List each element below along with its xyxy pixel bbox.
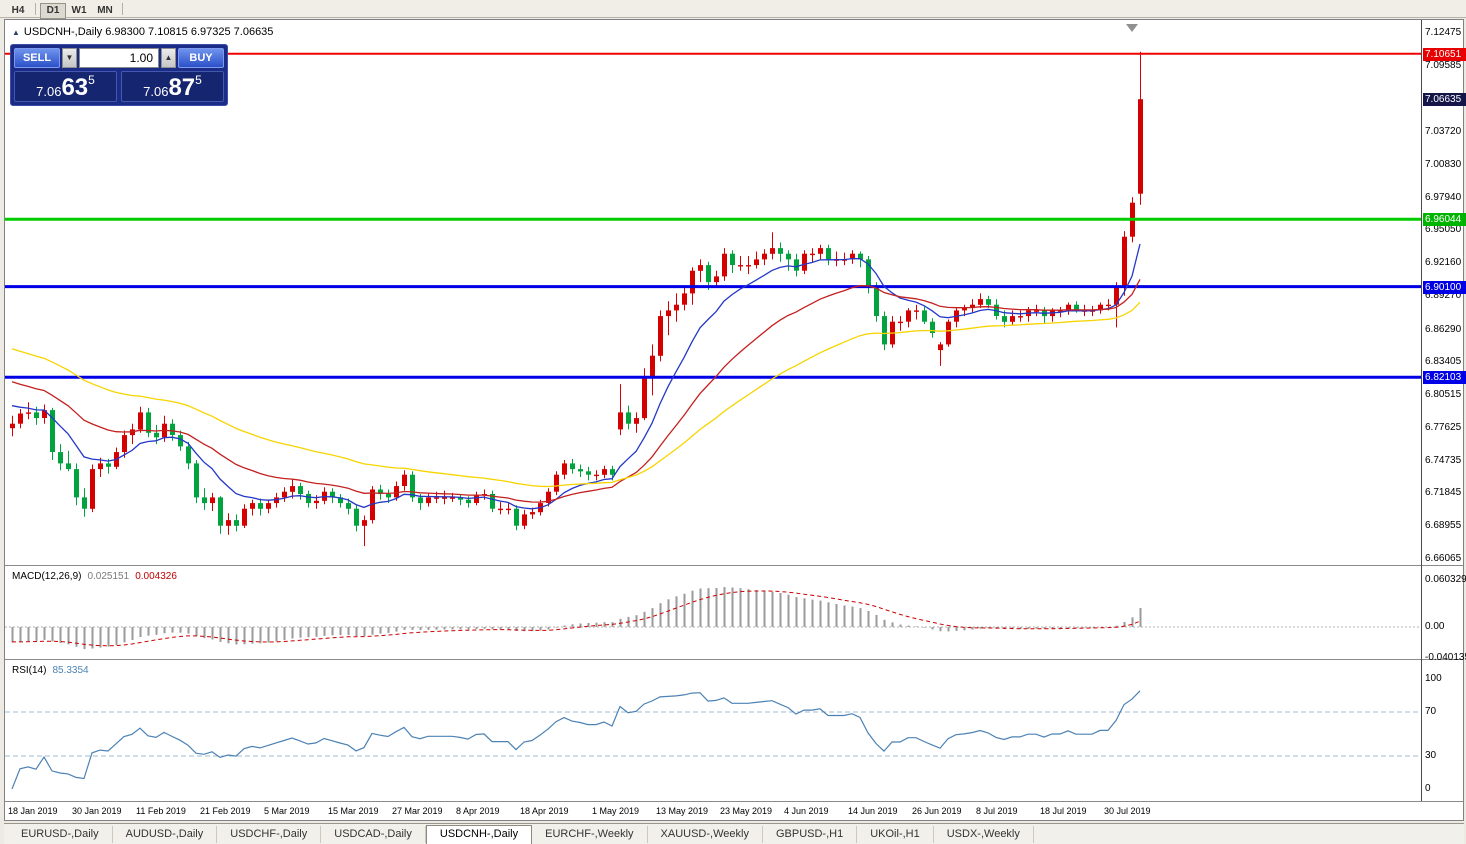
rsi-value: 85.3354 — [52, 665, 89, 676]
axis-tick-label: 6.86290 — [1425, 323, 1462, 335]
axis-tick-label: 70 — [1425, 706, 1437, 717]
axis-tick-label: 7.09585 — [1425, 59, 1462, 71]
volume-increase-icon[interactable]: ▲ — [161, 48, 176, 68]
chart-tab-audusd-daily[interactable]: AUDUSD-,Daily — [113, 826, 218, 843]
axis-tick-label: 6.68955 — [1425, 520, 1462, 532]
axis-tick-label: 30 — [1425, 750, 1437, 761]
date-tick-label: 4 Jun 2019 — [784, 806, 829, 816]
price-badge: 7.06635 — [1423, 93, 1466, 107]
date-tick-label: 14 Jun 2019 — [848, 806, 898, 816]
sell-price-prefix: 7.06 — [36, 84, 62, 99]
price-badge: 6.82103 — [1423, 371, 1466, 385]
chart-tab-usdcnh-daily[interactable]: USDCNH-,Daily — [425, 825, 533, 844]
macd-panel-canvas[interactable] — [5, 567, 1421, 659]
macd-signal-value: 0.004326 — [135, 571, 177, 582]
axis-tick-label: 6.71845 — [1425, 487, 1462, 499]
date-tick-label: 1 May 2019 — [592, 806, 640, 816]
date-tick-label: 21 Feb 2019 — [200, 806, 251, 816]
date-tick-label: 18 Jan 2019 — [8, 806, 58, 816]
price-axis[interactable]: 7.12475 7.09585 7.03720 7.00830 6.97940 6.950… — [1423, 20, 1466, 801]
timeframe-button-h4[interactable]: H4 — [11, 5, 25, 16]
buy-price-pips: 87 — [168, 74, 196, 101]
date-tick-label: 18 Apr 2019 — [520, 806, 569, 816]
toolbar-separator — [35, 2, 36, 15]
axis-tick-label: 0 — [1425, 783, 1431, 794]
date-tick-label: 26 Jun 2019 — [912, 806, 962, 816]
timeframe-button-mn[interactable]: MN — [97, 5, 113, 16]
axis-tick-label: 6.66065 — [1425, 553, 1462, 564]
axis-tick-label: 6.95050 — [1425, 224, 1462, 236]
buy-price-display[interactable]: 7.06 87 5 — [121, 71, 224, 102]
axis-tick-label: 6.92160 — [1425, 257, 1462, 269]
date-tick-label: 27 Mar 2019 — [392, 806, 443, 816]
oct-collapse-icon[interactable]: ▲ — [12, 28, 20, 37]
chart-tab-eurusd-daily[interactable]: EURUSD-,Daily — [8, 826, 113, 843]
main-chart-canvas[interactable] — [5, 20, 1421, 565]
axis-tick-label: 6.77625 — [1425, 421, 1462, 433]
chart-title-text: USDCNH-,Daily 6.98300 7.10815 6.97325 7.… — [23, 26, 274, 38]
toolbar-separator — [122, 2, 123, 15]
chart-tab-ukoil-h1[interactable]: UKOil-,H1 — [857, 826, 934, 843]
chart-window — [4, 19, 1464, 821]
rsi-name: RSI(14) — [12, 665, 47, 676]
date-tick-label: 30 Jul 2019 — [1104, 806, 1151, 816]
axis-tick-label: 7.12475 — [1425, 27, 1462, 38]
date-axis[interactable]: 18 Jan 2019 30 Jan 2019 11 Feb 2019 21 Feb … — [5, 803, 1421, 820]
sell-price-point: 5 — [88, 73, 95, 87]
date-tick-label: 5 Mar 2019 — [264, 806, 310, 816]
chart-tab-eurchf-weekly[interactable]: EURCHF-,Weekly — [532, 826, 648, 843]
buy-button[interactable]: BUY — [178, 48, 224, 68]
axis-tick-label: 6.97940 — [1425, 191, 1462, 203]
sell-button[interactable]: SELL — [14, 48, 60, 68]
date-tick-label: 18 Jul 2019 — [1040, 806, 1087, 816]
axis-tick-label: -0.040135 — [1425, 652, 1466, 663]
date-tick-label: 8 Apr 2019 — [456, 806, 500, 816]
chart-tab-usdx-weekly[interactable]: USDX-,Weekly — [934, 826, 1034, 843]
sell-price-display[interactable]: 7.06 63 5 — [14, 71, 117, 102]
price-badge: 7.10651 — [1423, 47, 1466, 61]
chart-tab-usdchf-daily[interactable]: USDCHF-,Daily — [217, 826, 322, 843]
axis-tick-label: 6.89270 — [1425, 290, 1462, 301]
volume-input[interactable] — [79, 48, 159, 68]
chart-tab-xauusd-weekly[interactable]: XAUUSD-,Weekly — [648, 826, 763, 843]
chart-tab-bar: EURUSD-,Daily AUDUSD-,Daily USDCHF-,Daily U… — [4, 823, 1464, 844]
axis-tick-label: 0.00 — [1425, 621, 1445, 632]
date-tick-label: 11 Feb 2019 — [136, 806, 186, 816]
date-tick-label: 13 May 2019 — [656, 806, 709, 816]
date-tick-label: 30 Jan 2019 — [72, 806, 122, 816]
date-tick-label: 15 Mar 2019 — [328, 806, 379, 816]
rsi-panel-canvas[interactable] — [5, 661, 1421, 801]
panel-separator — [5, 801, 1463, 803]
axis-tick-label: 6.83405 — [1425, 356, 1462, 368]
axis-tick-label: 0.060329 — [1425, 574, 1466, 585]
macd-label: MACD(12,26,9) 0.025151 0.004326 — [12, 571, 177, 582]
timeframe-button-d1[interactable]: D1 — [40, 3, 66, 19]
price-badge: 6.96044 — [1423, 213, 1466, 227]
price-axis-separator — [1421, 20, 1422, 801]
panel-separator[interactable] — [5, 659, 1463, 661]
volume-decrease-icon[interactable]: ▼ — [62, 48, 77, 68]
buy-price-point: 5 — [195, 73, 202, 87]
axis-tick-label: 7.00830 — [1425, 158, 1462, 170]
axis-tick-label: 6.74735 — [1425, 454, 1462, 466]
timeframe-toolbar: H4 D1 W1 MN — [0, 0, 1466, 19]
date-tick-label: 8 Jul 2019 — [976, 806, 1018, 816]
macd-value: 0.025151 — [87, 571, 130, 582]
chart-title: ▲ USDCNH-,Daily 6.98300 7.10815 6.97325 7… — [12, 26, 273, 38]
timeframe-button-w1[interactable]: W1 — [71, 5, 87, 16]
axis-tick-label: 100 — [1425, 673, 1442, 684]
panel-separator[interactable] — [5, 565, 1463, 567]
chart-tab-gbpusd-h1[interactable]: GBPUSD-,H1 — [763, 826, 858, 843]
date-tick-label: 23 May 2019 — [720, 806, 773, 816]
axis-tick-label: 6.80515 — [1425, 389, 1462, 401]
price-badge: 6.90100 — [1423, 280, 1466, 294]
macd-name: MACD(12,26,9) — [12, 571, 82, 582]
axis-tick-label: 7.03720 — [1425, 126, 1462, 138]
buy-price-prefix: 7.06 — [143, 84, 169, 99]
sell-price-pips: 63 — [61, 74, 89, 101]
chart-tab-usdcad-daily[interactable]: USDCAD-,Daily — [321, 826, 426, 843]
rsi-label: RSI(14) 85.3354 — [12, 665, 89, 676]
